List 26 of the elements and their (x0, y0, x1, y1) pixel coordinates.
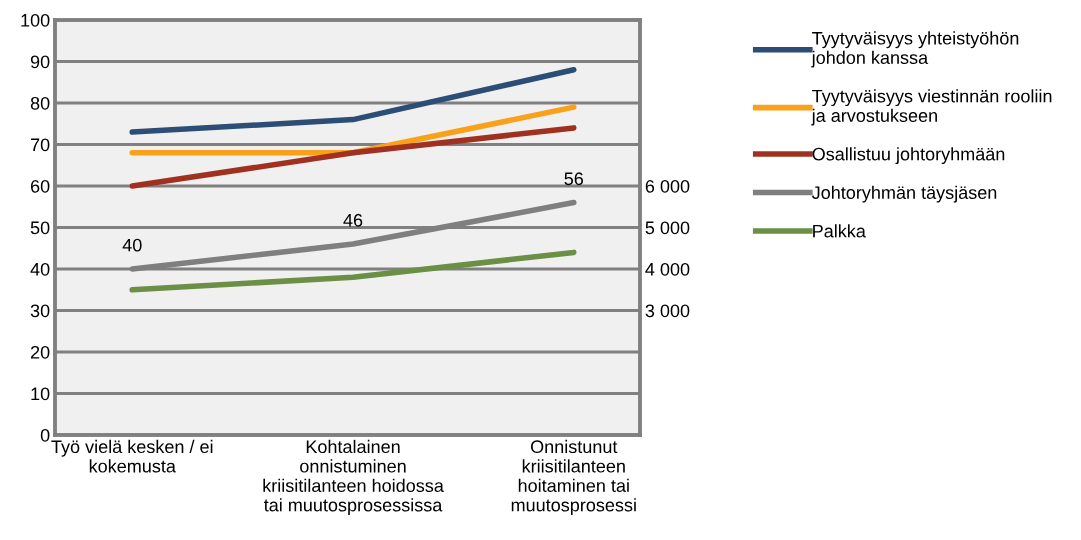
y2-tick-label: 5 000 (645, 221, 690, 235)
y2-tick-label: 4 000 (645, 262, 690, 276)
y2-tick-label: 6 000 (645, 179, 690, 193)
y2-tick-label: 3 000 (645, 304, 690, 318)
legend-label: Johtoryhmän täysjäsen (811, 185, 997, 203)
y-tick-label: 30 (30, 304, 50, 318)
y-tick-label: 10 (31, 387, 50, 401)
data-label: 46 (343, 213, 363, 227)
legend-label: Palkka (813, 224, 866, 238)
y-tick-label: 0 (40, 428, 50, 442)
x-tick-label: Työ vielä kesken / ei kokemusta (51, 439, 213, 473)
data-label: 56 (564, 172, 584, 186)
x-tick-label: Onnistunut kriisitilanteen hoitaminen tai muutosprosessi (511, 439, 636, 516)
x-tick-label: Kohtalainen onnistuminen kriisitilanteen hoidossa tai muutosprosessissa (263, 439, 444, 516)
legend-label: Osallistuu johtoryhmään (812, 147, 1005, 165)
y-tick-label: 80 (30, 96, 50, 110)
y-tick-label: 100 (21, 13, 50, 27)
legend-label: Tyytyväisyys yhteistyöhön johdon kanssa (811, 31, 1019, 68)
data-label: 40 (122, 238, 142, 252)
y-tick-label: 60 (30, 179, 50, 193)
y-tick-label: 90 (30, 55, 50, 69)
legend-label: Tyytyväisyys viestinnän rooliin ja arvostukseen (811, 89, 1052, 126)
y-tick-label: 20 (30, 345, 50, 359)
y-tick-label: 50 (30, 221, 50, 235)
y-tick-label: 70 (30, 138, 50, 152)
y-tick-label: 40 (30, 262, 50, 276)
